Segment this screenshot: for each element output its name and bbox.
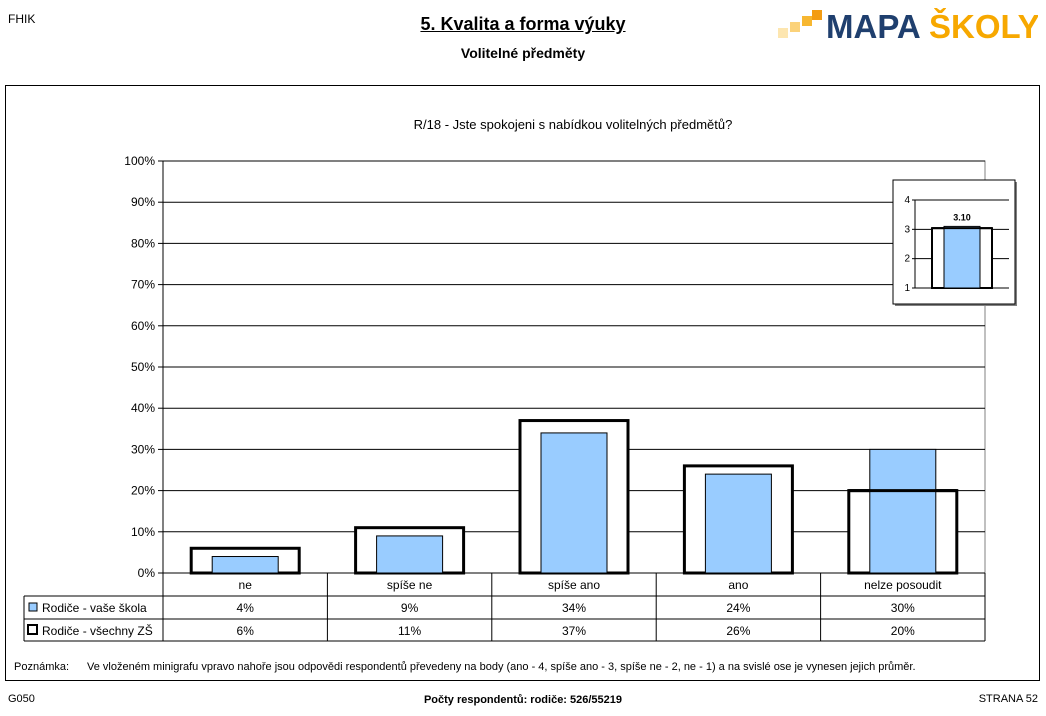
y-tick-label: 60%: [131, 319, 155, 333]
mini-y-tick-label: 2: [904, 254, 910, 265]
y-tick-label: 90%: [131, 195, 155, 209]
mapa-skoly-logo: MAPA ŠKOLY: [778, 7, 1038, 45]
bar-school: [211, 556, 279, 574]
data-label: 20%: [891, 624, 915, 638]
y-tick-label: 0%: [138, 566, 156, 580]
logo-square: [778, 28, 788, 38]
y-tick-label: 30%: [131, 442, 155, 456]
data-label: 37%: [562, 624, 586, 638]
bar-school: [540, 432, 608, 574]
footer-page-code: G050: [8, 693, 35, 705]
chart: R/18 - Jste spokojeni s nabídkou volitel…: [14, 117, 1017, 673]
bar-school: [704, 473, 772, 574]
mini-bar-school: [943, 225, 981, 289]
footer-respondents: Počty respondentů: rodiče: 526/55219: [423, 694, 623, 706]
note-label: Poznámka:: [14, 661, 69, 673]
logo-square: [812, 10, 822, 20]
school-code: FHIK: [8, 12, 36, 26]
y-tick-label: 70%: [131, 278, 155, 292]
y-tick-label: 80%: [131, 236, 155, 250]
bar-school: [869, 448, 937, 574]
category-label: nelze posoudit: [864, 578, 942, 592]
data-label: 34%: [562, 601, 586, 615]
data-label: 4%: [237, 601, 255, 615]
note-text: Ve vloženém minigrafu vpravo nahoře jsou…: [87, 661, 916, 673]
chart-title: R/18 - Jste spokojeni s nabídkou volitel…: [414, 117, 733, 132]
legend-label: Rodiče - vaše škola: [42, 601, 147, 615]
mini-bar-label: 3.10: [953, 212, 971, 222]
category-label: ne: [239, 578, 253, 592]
legend-key-all: [27, 624, 38, 635]
y-tick-label: 100%: [124, 154, 155, 168]
page-subtitle: Volitelné předměty: [460, 45, 586, 61]
legend-label: Rodiče - všechny ZŠ: [42, 623, 153, 638]
y-tick-label: 40%: [131, 401, 155, 415]
y-tick-label: 10%: [131, 525, 155, 539]
chart-frame: [5, 85, 1040, 681]
legend-key-school: [28, 602, 38, 612]
logo-square: [790, 22, 800, 32]
logo-square: [802, 16, 812, 26]
category-label: ano: [728, 578, 748, 592]
logo-text-mapa: MAPA: [826, 8, 921, 45]
data-label: 9%: [401, 601, 419, 615]
category-label: spíše ne: [387, 578, 433, 592]
category-label: spíše ano: [548, 578, 600, 592]
page-title: 5. Kvalita a forma výuky: [420, 14, 626, 34]
bar-school: [376, 535, 444, 574]
data-label: 30%: [891, 601, 915, 615]
footer-page-number: STRANA 52: [978, 693, 1038, 705]
data-label: 6%: [237, 624, 255, 638]
mini-y-tick-label: 1: [904, 283, 910, 294]
y-tick-label: 50%: [131, 360, 155, 374]
data-label: 24%: [726, 601, 750, 615]
logo-text-skoly: ŠKOLY: [929, 7, 1038, 45]
y-tick-label: 20%: [131, 484, 155, 498]
mini-y-tick-label: 4: [904, 195, 910, 206]
data-label: 26%: [726, 624, 750, 638]
mini-y-tick-label: 3: [904, 224, 910, 235]
data-label: 11%: [398, 624, 421, 638]
